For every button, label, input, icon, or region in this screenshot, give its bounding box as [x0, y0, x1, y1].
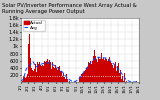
Bar [46, 61, 47, 82]
Bar [60, 71, 61, 82]
Bar [99, 58, 100, 82]
Bar [90, 61, 91, 82]
Bar [91, 64, 92, 82]
Bar [98, 58, 99, 82]
Bar [58, 67, 59, 82]
Bar [25, 77, 26, 82]
Bar [114, 65, 115, 82]
Bar [110, 63, 111, 82]
Bar [47, 59, 48, 82]
Bar [33, 71, 34, 82]
Bar [61, 74, 62, 82]
Bar [81, 74, 82, 82]
Bar [34, 69, 35, 82]
Bar [87, 64, 88, 82]
Bar [103, 58, 104, 82]
Bar [104, 60, 105, 82]
Bar [43, 66, 44, 82]
Bar [109, 58, 110, 82]
Bar [56, 68, 57, 82]
Bar [36, 65, 37, 82]
Bar [79, 76, 80, 82]
Bar [63, 74, 64, 82]
Bar [120, 73, 121, 82]
Bar [45, 62, 46, 82]
Bar [92, 61, 93, 82]
Bar [40, 65, 41, 82]
Bar [113, 68, 114, 82]
Bar [107, 61, 108, 82]
Bar [100, 58, 101, 82]
Bar [52, 62, 53, 82]
Bar [118, 63, 119, 82]
Bar [86, 69, 87, 82]
Bar [117, 66, 118, 82]
Bar [74, 81, 75, 82]
Bar [67, 79, 68, 82]
Bar [102, 60, 103, 82]
Bar [105, 58, 106, 82]
Bar [22, 81, 23, 82]
Bar [136, 81, 137, 82]
Bar [69, 81, 70, 82]
Bar [89, 63, 90, 82]
Bar [65, 79, 66, 82]
Bar [31, 68, 32, 82]
Bar [93, 56, 94, 82]
Bar [121, 79, 122, 82]
Bar [123, 74, 124, 82]
Bar [59, 66, 60, 82]
Legend: Actual, Avg: Actual, Avg [23, 20, 44, 31]
Bar [66, 74, 67, 82]
Bar [53, 67, 54, 82]
Bar [111, 60, 112, 82]
Text: Solar PV/Inverter Performance West Array Actual & Running Average Power Output: Solar PV/Inverter Performance West Array… [2, 3, 136, 14]
Bar [95, 56, 96, 82]
Bar [38, 64, 39, 82]
Bar [41, 66, 42, 82]
Bar [39, 68, 40, 82]
Bar [82, 73, 83, 82]
Bar [83, 73, 84, 82]
Bar [122, 75, 123, 82]
Bar [126, 81, 127, 82]
Bar [51, 66, 52, 82]
Bar [42, 66, 43, 82]
Bar [35, 64, 36, 82]
Bar [106, 59, 107, 82]
Bar [112, 65, 113, 82]
Bar [64, 77, 65, 82]
Bar [84, 67, 85, 82]
Bar [37, 65, 38, 82]
Bar [29, 34, 30, 82]
Bar [119, 73, 120, 82]
Bar [49, 64, 50, 82]
Bar [94, 50, 95, 82]
Bar [97, 54, 98, 82]
Bar [62, 70, 63, 82]
Bar [26, 76, 27, 82]
Bar [85, 69, 86, 82]
Bar [96, 57, 97, 82]
Bar [54, 68, 55, 82]
Bar [108, 60, 109, 82]
Bar [44, 61, 45, 82]
Bar [24, 79, 25, 82]
Bar [48, 64, 49, 82]
Bar [57, 70, 58, 82]
Bar [88, 62, 89, 82]
Bar [23, 76, 24, 82]
Bar [80, 77, 81, 82]
Bar [55, 65, 56, 82]
Bar [32, 70, 33, 82]
Bar [28, 44, 29, 82]
Bar [27, 73, 28, 82]
Bar [116, 71, 117, 82]
Bar [115, 62, 116, 82]
Bar [101, 53, 102, 82]
Bar [50, 66, 51, 82]
Bar [30, 58, 31, 82]
Bar [124, 73, 125, 82]
